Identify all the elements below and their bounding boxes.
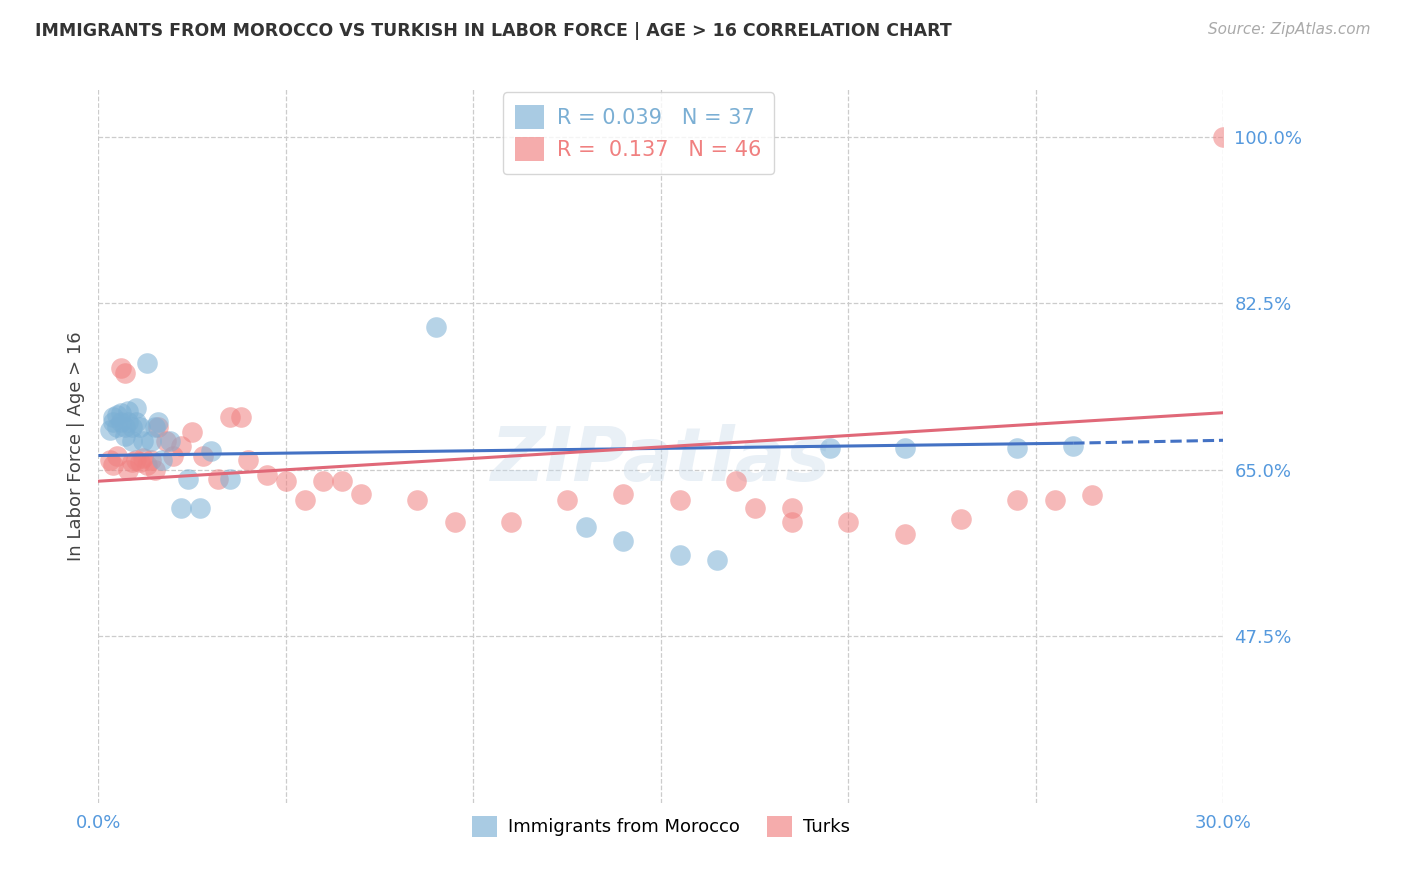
Text: IMMIGRANTS FROM MOROCCO VS TURKISH IN LABOR FORCE | AGE > 16 CORRELATION CHART: IMMIGRANTS FROM MOROCCO VS TURKISH IN LA…	[35, 22, 952, 40]
Point	[1212, 129, 1234, 144]
Point	[425, 320, 447, 334]
Point	[143, 463, 166, 477]
Point	[121, 434, 143, 449]
Point	[218, 410, 240, 425]
Point	[128, 420, 150, 434]
Point	[837, 515, 859, 529]
Point	[443, 515, 465, 529]
Point	[780, 515, 803, 529]
Point	[110, 361, 132, 376]
Point	[893, 441, 915, 455]
Point	[105, 408, 128, 422]
Point	[125, 401, 148, 415]
Point	[121, 420, 143, 434]
Legend: Immigrants from Morocco, Turks: Immigrants from Morocco, Turks	[464, 808, 858, 844]
Point	[350, 486, 373, 500]
Point	[103, 409, 125, 424]
Point	[136, 458, 159, 472]
Point	[612, 534, 634, 549]
Point	[114, 429, 136, 443]
Point	[893, 526, 915, 541]
Point	[121, 455, 143, 469]
Point	[110, 415, 132, 429]
Point	[136, 356, 159, 370]
Point	[150, 453, 173, 467]
Point	[170, 439, 193, 453]
Point	[1043, 493, 1066, 508]
Point	[125, 415, 148, 429]
Point	[780, 500, 803, 515]
Point	[274, 474, 297, 488]
Point	[177, 472, 200, 486]
Point	[105, 420, 128, 434]
Point	[114, 366, 136, 380]
Point	[1005, 493, 1028, 508]
Point	[229, 410, 252, 425]
Point	[1062, 439, 1084, 453]
Point	[159, 434, 181, 449]
Point	[238, 453, 260, 467]
Point	[294, 493, 316, 508]
Point	[555, 493, 578, 508]
Point	[98, 453, 121, 467]
Point	[724, 474, 747, 488]
Point	[612, 486, 634, 500]
Point	[1081, 488, 1104, 502]
Point	[330, 474, 353, 488]
Point	[117, 463, 139, 477]
Point	[193, 449, 215, 463]
Y-axis label: In Labor Force | Age > 16: In Labor Force | Age > 16	[66, 331, 84, 561]
Point	[1005, 441, 1028, 455]
Point	[706, 553, 728, 567]
Point	[575, 520, 598, 534]
Point	[668, 549, 690, 563]
Point	[256, 467, 278, 482]
Point	[818, 441, 841, 455]
Point	[181, 425, 204, 439]
Point	[148, 415, 170, 429]
Point	[143, 420, 166, 434]
Text: Source: ZipAtlas.com: Source: ZipAtlas.com	[1208, 22, 1371, 37]
Point	[114, 420, 136, 434]
Point	[668, 493, 690, 508]
Point	[98, 423, 121, 437]
Point	[132, 434, 155, 449]
Point	[117, 404, 139, 418]
Point	[744, 500, 766, 515]
Point	[162, 449, 184, 463]
Point	[148, 420, 170, 434]
Point	[125, 453, 148, 467]
Point	[188, 500, 211, 515]
Text: ZIPatlas: ZIPatlas	[491, 424, 831, 497]
Point	[218, 472, 240, 486]
Point	[207, 472, 229, 486]
Point	[155, 434, 177, 449]
Point	[139, 434, 162, 449]
Point	[103, 415, 125, 429]
Point	[105, 449, 128, 463]
Point	[312, 474, 335, 488]
Point	[110, 406, 132, 420]
Point	[128, 455, 150, 469]
Point	[132, 451, 155, 466]
Point	[200, 443, 222, 458]
Point	[499, 515, 522, 529]
Point	[406, 493, 429, 508]
Point	[139, 453, 162, 467]
Point	[117, 415, 139, 429]
Point	[949, 512, 972, 526]
Point	[103, 458, 125, 472]
Point	[170, 500, 193, 515]
